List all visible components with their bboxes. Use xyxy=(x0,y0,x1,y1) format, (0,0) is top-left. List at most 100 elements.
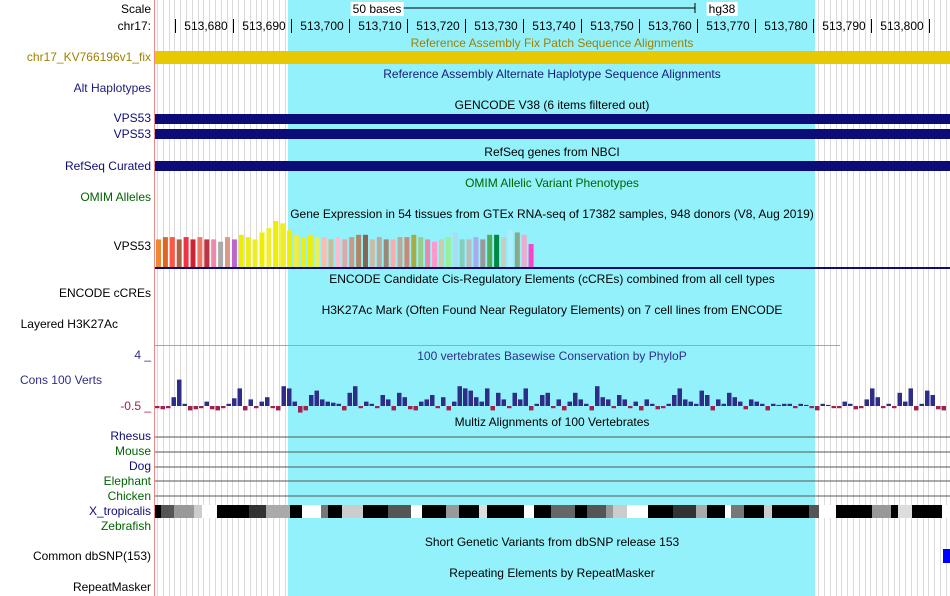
gtex-tissue-bar[interactable] xyxy=(211,239,217,267)
gtex-tissue-bar[interactable] xyxy=(473,237,479,267)
dbsnp-variant[interactable] xyxy=(943,549,950,563)
gtex-tissue-bar[interactable] xyxy=(218,241,224,267)
gtex-tissue-bar[interactable] xyxy=(252,239,258,267)
species-label[interactable]: Dog xyxy=(128,459,151,473)
gtex-tissue-bar[interactable] xyxy=(225,237,230,267)
gtex-tissue-bar[interactable] xyxy=(176,239,182,267)
gtex-tissue-bar[interactable] xyxy=(231,239,237,267)
species-label[interactable]: Mouse xyxy=(114,444,151,458)
gtex-tissue-bar[interactable] xyxy=(411,234,417,267)
gtex-tissue-bar[interactable] xyxy=(197,237,203,267)
encode-ccre-track-label[interactable]: ENCODE cCREs xyxy=(58,286,151,300)
species-label[interactable]: Rhesus xyxy=(110,429,151,443)
phylop-bar xyxy=(771,403,776,406)
gtex-tissue-bar[interactable] xyxy=(521,234,527,267)
species-label[interactable]: Zebrafish xyxy=(100,519,151,533)
gtex-tissue-bar[interactable] xyxy=(383,239,389,267)
gtex-tissue-bar[interactable] xyxy=(349,237,355,267)
gtex-tissue-bar[interactable] xyxy=(452,232,458,268)
gencode-transcript-vps53-2[interactable] xyxy=(155,129,950,139)
gtex-tissue-bar[interactable] xyxy=(314,237,320,267)
phylop-bar xyxy=(540,395,545,406)
species-label[interactable]: Chicken xyxy=(107,489,151,503)
gtex-tissue-bar[interactable] xyxy=(273,221,279,267)
phylop-track-title[interactable]: 100 vertebrates Basewise Conservation by… xyxy=(417,349,687,363)
omim-track-label[interactable]: OMIM Alleles xyxy=(80,190,151,204)
repeatmasker-track-title[interactable]: Repeating Elements by RepeatMasker xyxy=(449,566,655,580)
phylop-track-label[interactable]: Cons 100 Verts xyxy=(19,373,102,387)
gtex-tissue-bar[interactable] xyxy=(438,239,444,267)
gtex-tissue-bar[interactable] xyxy=(397,237,403,267)
gtex-tissue-bar[interactable] xyxy=(321,237,327,267)
phylop-conservation-chart[interactable] xyxy=(155,370,950,420)
gtex-tissue-bar[interactable] xyxy=(528,244,534,267)
gencode-track-title[interactable]: GENCODE V38 (6 items filtered out) xyxy=(454,98,650,112)
alt-haplotypes-track-title[interactable]: Reference Assembly Alternate Haplotype S… xyxy=(383,67,721,81)
species-label[interactable]: Elephant xyxy=(103,474,151,488)
gtex-tissue-bar[interactable] xyxy=(466,239,472,267)
refseq-track-title[interactable]: RefSeq genes from NBCI xyxy=(484,145,620,159)
gtex-tissue-bar[interactable] xyxy=(162,237,168,267)
multiz-track-title[interactable]: Multiz Alignments of 100 Vertebrates xyxy=(454,415,650,429)
gtex-tissue-bar[interactable] xyxy=(238,234,244,267)
species-label[interactable]: X_tropicalis xyxy=(88,504,151,518)
gtex-tissue-bar[interactable] xyxy=(183,237,189,267)
gtex-tissue-bar[interactable] xyxy=(342,239,348,267)
gtex-expression-chart[interactable] xyxy=(155,221,535,269)
gtex-track-title[interactable]: Gene Expression in 54 tissues from GTEx … xyxy=(290,207,814,221)
gtex-tissue-bar[interactable] xyxy=(494,234,500,267)
repeatmasker-track-label[interactable]: RepeatMasker xyxy=(72,580,151,594)
gtex-tissue-bar[interactable] xyxy=(432,241,437,267)
alt-haplotypes-track-label[interactable]: Alt Haplotypes xyxy=(73,81,151,95)
gtex-tissue-bar[interactable] xyxy=(376,237,382,267)
gtex-tissue-bar[interactable] xyxy=(501,237,506,267)
gencode-transcript-vps53-1[interactable] xyxy=(155,114,950,124)
gtex-tissue-bar[interactable] xyxy=(425,239,431,267)
gtex-tissue-bar[interactable] xyxy=(487,234,493,267)
gtex-tissue-bar[interactable] xyxy=(294,234,299,267)
gtex-tissue-bar[interactable] xyxy=(514,232,520,268)
refseq-transcript-vps53[interactable] xyxy=(155,161,950,171)
dbsnp-track-title[interactable]: Short Genetic Variants from dbSNP releas… xyxy=(424,535,680,549)
gtex-track-label[interactable]: VPS53 xyxy=(113,239,151,253)
gtex-tissue-bar[interactable] xyxy=(418,237,424,267)
gencode-item-label-2[interactable]: VPS53 xyxy=(113,127,151,141)
gtex-tissue-bar[interactable] xyxy=(390,239,396,267)
gtex-tissue-bar[interactable] xyxy=(369,239,375,267)
h3k27ac-track-label[interactable]: Layered H3K27Ac xyxy=(20,317,118,331)
gtex-tissue-bar[interactable] xyxy=(328,239,334,267)
gtex-tissue-bar[interactable] xyxy=(300,237,306,267)
gtex-tissue-bar[interactable] xyxy=(204,239,210,267)
fix-patch-track-label[interactable]: chr17_KV766196v1_fix xyxy=(26,50,151,64)
gtex-tissue-bar[interactable] xyxy=(287,230,293,267)
multiz-alignment-rows[interactable] xyxy=(155,430,950,520)
gtex-tissue-bar[interactable] xyxy=(404,237,410,267)
h3k27ac-track-title[interactable]: H3K27Ac Mark (Often Found Near Regulator… xyxy=(321,303,783,317)
gtex-tissue-bar[interactable] xyxy=(307,234,313,267)
gtex-tissue-bar[interactable] xyxy=(445,237,451,267)
gtex-tissue-bar[interactable] xyxy=(363,234,368,267)
gtex-tissue-bar[interactable] xyxy=(169,237,175,267)
gtex-tissue-bar[interactable] xyxy=(335,237,341,267)
gtex-tissue-bar[interactable] xyxy=(266,227,272,267)
gencode-item-label-1[interactable]: VPS53 xyxy=(113,111,151,125)
encode-ccre-track-title[interactable]: ENCODE Candidate Cis-Regulatory Elements… xyxy=(329,272,775,286)
gtex-tissue-bar[interactable] xyxy=(156,239,161,267)
phylop-bar xyxy=(820,403,825,406)
gtex-tissue-bar[interactable] xyxy=(459,239,465,267)
refseq-track-label[interactable]: RefSeq Curated xyxy=(64,159,151,173)
gtex-tissue-bar[interactable] xyxy=(280,223,286,267)
omim-track-title[interactable]: OMIM Allelic Variant Phenotypes xyxy=(465,176,639,190)
track-display[interactable]: 50 bases hg38 513,680 513,690 513,700 513,7… xyxy=(155,0,950,596)
phylop-bar xyxy=(331,402,336,406)
gtex-tissue-bar[interactable] xyxy=(190,239,196,267)
dbsnp-track-label[interactable]: Common dbSNP(153) xyxy=(32,549,151,563)
fix-patch-track-title[interactable]: Reference Assembly Fix Patch Sequence Al… xyxy=(410,36,694,50)
gtex-tissue-bar[interactable] xyxy=(356,234,362,267)
gtex-tissue-bar[interactable] xyxy=(480,239,486,267)
gtex-tissue-bar[interactable] xyxy=(245,237,251,267)
fix-patch-alignment[interactable] xyxy=(155,51,950,64)
gridline xyxy=(168,0,170,596)
gtex-tissue-bar[interactable] xyxy=(259,232,265,268)
gtex-tissue-bar[interactable] xyxy=(507,230,513,267)
